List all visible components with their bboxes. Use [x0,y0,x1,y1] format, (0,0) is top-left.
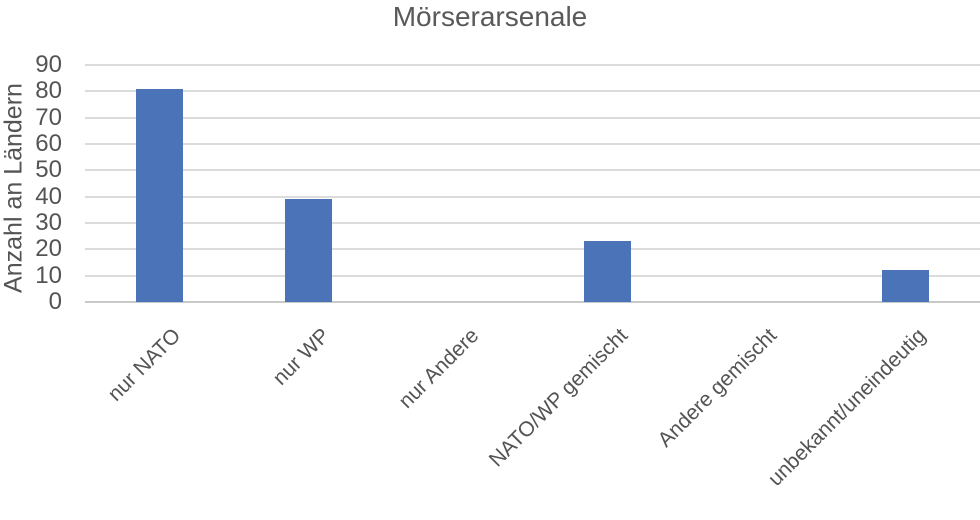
gridline-50 [85,169,980,172]
x-category-label-unbekannt-uneindeutig: unbekannt/uneindeutig [763,324,931,491]
gridline-0 [85,301,980,303]
x-category-label-nur-andere: nur Andere [394,324,484,413]
bar-nato-wp-gemischt [584,241,631,302]
bar-unbekannt-uneindeutig [882,270,929,302]
gridline-70 [85,116,980,119]
y-tick-label-90: 90 [35,51,62,78]
x-category-label-andere-gemischt: Andere gemischt [653,324,782,452]
x-category-label-nur-nato: nur NATO [103,324,186,406]
x-category-label-nur-wp: nur WP [268,324,335,390]
y-tick-label-40: 40 [35,182,62,210]
gridline-40 [85,195,980,198]
gridline-90 [85,64,980,66]
y-tick-label-60: 60 [35,130,62,157]
y-tick-label-20: 20 [35,235,62,263]
y-tick-label-30: 30 [35,209,62,236]
gridline-80 [85,90,980,93]
y-tick-label-0: 0 [48,288,62,315]
chart-title: Mörserarsenale [392,1,588,32]
gridline-60 [85,143,980,145]
gridline-30 [85,222,980,224]
bar-nur-wp [285,199,332,302]
y-tick-label-50: 50 [35,156,62,184]
gridline-10 [85,274,980,277]
gridline-20 [85,248,980,251]
plot-area [85,64,980,303]
y-tick-label-10: 10 [35,261,62,289]
y-tick-label-70: 70 [35,103,62,131]
bar-nur-nato [136,89,183,302]
x-category-label-nato-wp-gemischt: NATO/WP gemischt [484,324,633,472]
y-tick-label-80: 80 [35,77,62,105]
